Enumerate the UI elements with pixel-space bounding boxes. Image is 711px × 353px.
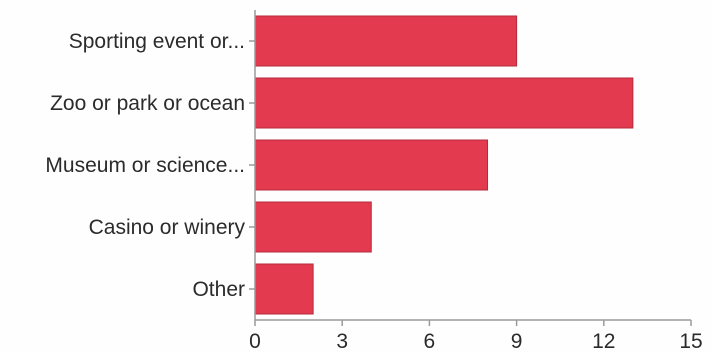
bar-2 [254, 139, 489, 191]
category-label-1: Zoo or park or ocean [50, 92, 245, 115]
x-tick-label-0: 0 [249, 330, 261, 353]
x-tick-label-3: 9 [511, 330, 523, 353]
x-tick-label-1: 3 [336, 330, 348, 353]
bar-4 [254, 263, 314, 315]
bar-3 [254, 201, 372, 253]
labels-layer: Sporting event or... Zoo or park or ocean… [45, 30, 702, 353]
category-label-2: Museum or science... [45, 154, 245, 177]
category-label-4: Other [192, 278, 245, 301]
x-tick-label-2: 6 [424, 330, 436, 353]
axes-layer [249, 10, 692, 326]
bar-0 [254, 15, 518, 67]
x-tick-label-5: 15 [679, 330, 702, 353]
bar-1 [254, 77, 634, 129]
category-label-3: Casino or winery [89, 216, 246, 239]
x-tick-label-4: 12 [592, 330, 615, 353]
category-label-0: Sporting event or... [69, 30, 245, 53]
bars-layer [254, 15, 634, 315]
